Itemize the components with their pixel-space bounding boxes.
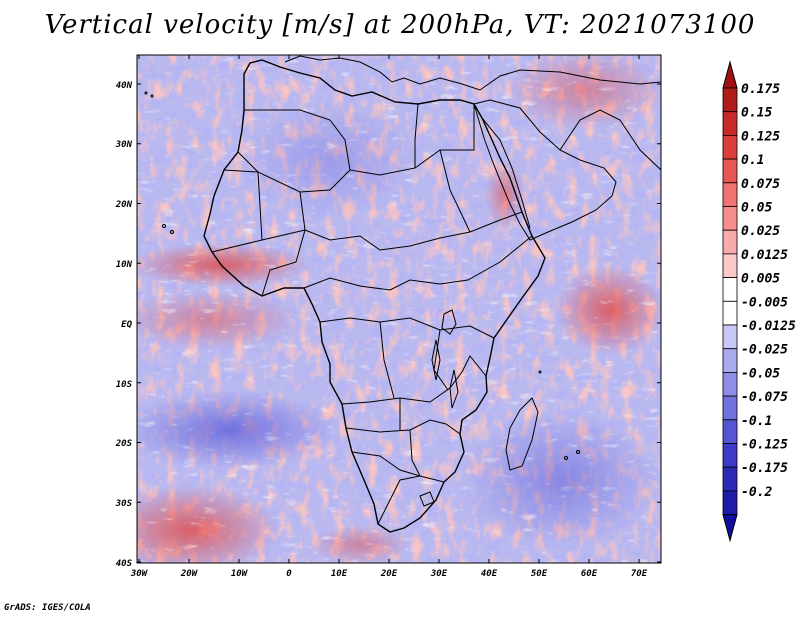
colorbar-label: 0.075 (741, 177, 780, 192)
colorbar-label: 0.175 (741, 82, 780, 97)
colorbar-label: -0.05 (741, 366, 780, 381)
lat-label-40s: 40S (116, 559, 133, 569)
lon-label-60e: 60E (581, 569, 598, 579)
coastlines (144, 55, 661, 533)
lon-label-70e: 70E (631, 569, 648, 579)
colorbar-label: 0.0125 (741, 248, 788, 263)
lon-label-10e: 10E (331, 569, 348, 579)
lon-label-30w: 30W (130, 569, 149, 579)
colorbar-swatch (722, 229, 738, 255)
colorbar-bottom-arrow (722, 514, 738, 543)
map-frame (136, 54, 662, 564)
lon-label-50e: 50E (531, 569, 548, 579)
colorbar-label: -0.005 (741, 295, 788, 310)
lat-label-10s: 10S (116, 380, 133, 390)
lat-label-40n: 40N (116, 81, 133, 91)
lon-label-10w: 10W (231, 569, 249, 579)
lon-label-40e: 40E (481, 569, 498, 579)
axis-ticks (137, 55, 661, 563)
colorbar-swatch (722, 395, 738, 421)
colorbar-swatch (722, 206, 738, 231)
colorbar-label: -0.2 (741, 485, 772, 500)
colorbar-swatch (722, 371, 738, 397)
colorbar-swatch (722, 182, 738, 207)
colorbar-label: 0.005 (741, 272, 780, 287)
lon-label-20e: 20E (380, 569, 398, 579)
lon-label-0: 0 (286, 569, 292, 579)
velocity-field (137, 55, 661, 563)
colorbar-swatch (722, 253, 738, 278)
colorbar-swatch (722, 300, 738, 326)
longitude-axis: 30W 20W 10W 0 10E 20E 30E 40E 50E 60E 70… (130, 569, 648, 579)
lat-label-10n: 10N (116, 260, 133, 270)
colorbar-label: -0.075 (741, 390, 788, 405)
lat-label-eq: EQ (121, 320, 132, 330)
colorbar-label: 0.1 (741, 153, 764, 168)
lat-label-20s: 20S (115, 439, 133, 449)
lon-label-20w: 20W (180, 569, 199, 579)
colorbar-label: 0.125 (741, 129, 780, 144)
colorbar-swatch (722, 134, 738, 160)
lat-label-30n: 30N (115, 140, 133, 150)
colorbar-label: -0.025 (741, 343, 788, 358)
lon-label-30e: 30E (430, 569, 448, 579)
colorbar-swatch (722, 277, 738, 302)
colorbar-swatch (722, 324, 738, 350)
colorbar-top-arrow (722, 60, 738, 89)
colorbar-label: -0.0125 (741, 319, 796, 334)
colorbar-swatch (722, 158, 738, 184)
colorbar-label: -0.1 (741, 414, 772, 429)
colorbar-label: 0.05 (741, 201, 772, 216)
grads-credit: GrADS: IGES/COLA (4, 603, 91, 613)
colorbar-swatch (722, 466, 738, 492)
colorbar-label: -0.175 (741, 461, 788, 476)
chart-title: Vertical velocity [m/s] at 200hPa, VT: 2… (44, 10, 756, 40)
colorbar-swatch (722, 419, 738, 444)
lat-label-30s: 30S (115, 499, 133, 509)
colorbar-label: 0.15 (741, 106, 772, 121)
colorbar-label: -0.125 (741, 438, 788, 453)
colorbar-swatch (722, 490, 738, 515)
colorbar-swatch (722, 348, 738, 373)
colorbar: 0.175 0.15 0.125 0.1 0.075 0.05 0.025 0.0125 0.0… (722, 60, 796, 543)
lat-label-20n: 20N (115, 200, 133, 210)
colorbar-swatch (722, 443, 738, 468)
colorbar-swatch (722, 87, 738, 113)
colorbar-swatch (722, 111, 738, 136)
colorbar-label: 0.025 (741, 224, 780, 239)
latitude-axis: 40N 30N 20N 10N EQ 10S 20S 30S 40S (115, 81, 133, 569)
